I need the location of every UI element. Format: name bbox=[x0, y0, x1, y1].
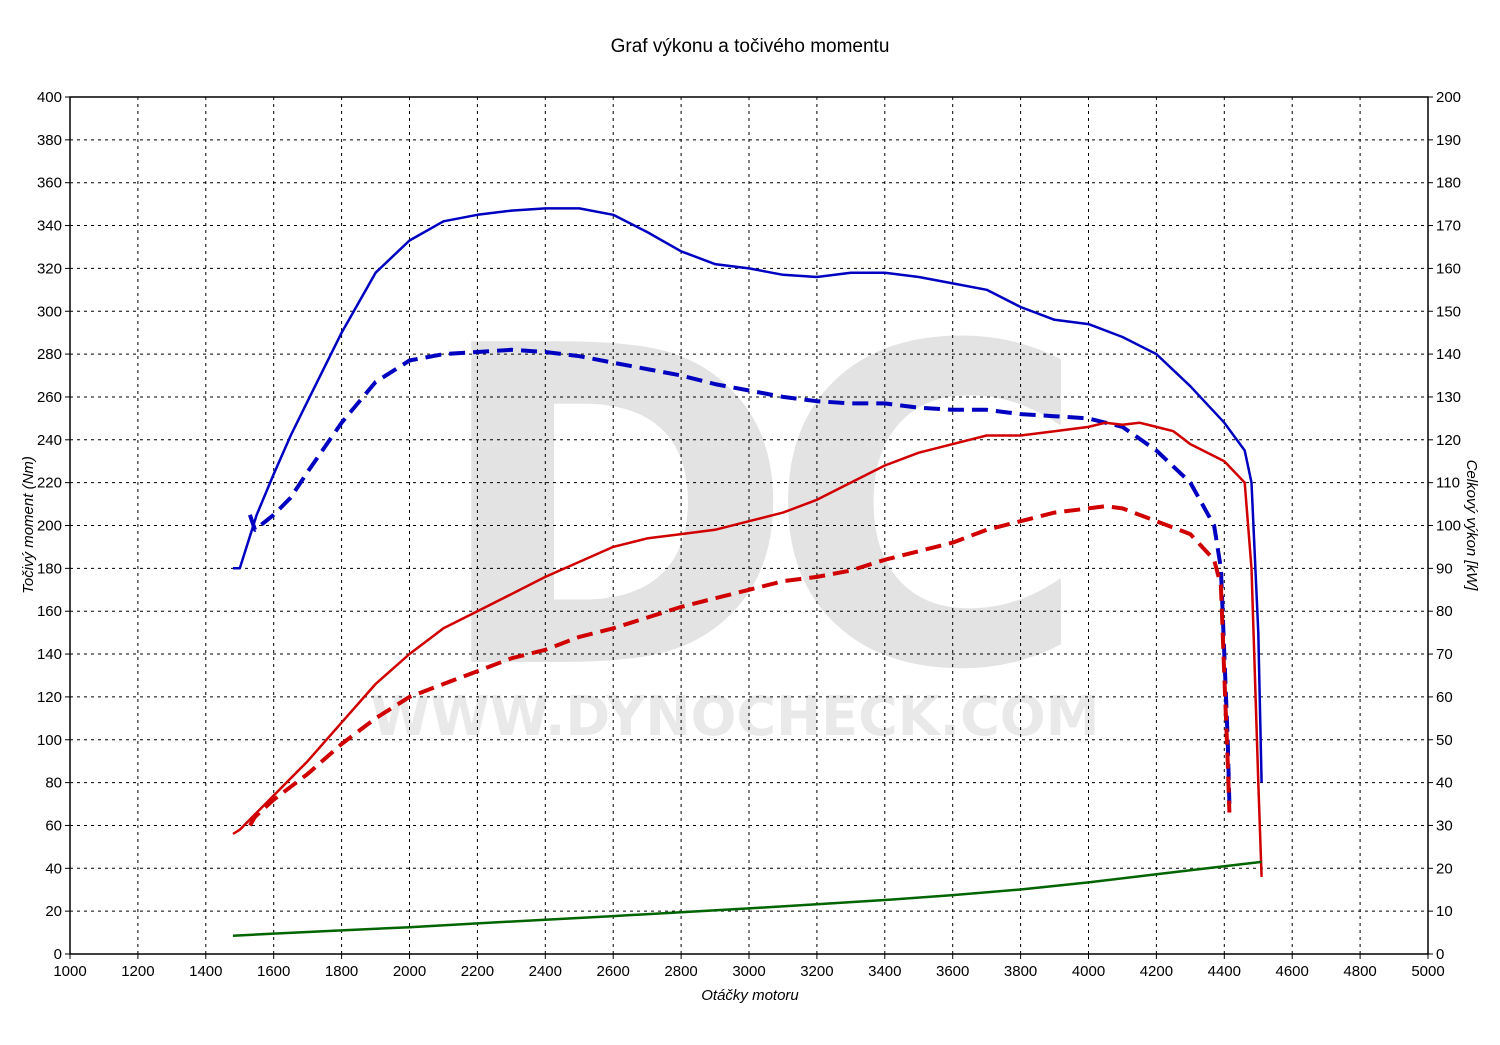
x-tick-label: 4600 bbox=[1276, 963, 1309, 980]
x-tick-label: 1800 bbox=[325, 963, 358, 980]
right-axis-ticks: 0 10 20 30 40 50 60 70 80 90 100 110 120 130 140 150 160… bbox=[1428, 89, 1461, 963]
left-tick-label: 280 bbox=[37, 346, 62, 363]
x-tick-label: 1600 bbox=[257, 963, 290, 980]
left-tick-label: 220 bbox=[37, 475, 62, 492]
left-tick-label: 360 bbox=[37, 175, 62, 192]
series-line-4 bbox=[248, 504, 1232, 827]
left-tick-label: 140 bbox=[37, 646, 62, 663]
x-tick-label: 2400 bbox=[529, 963, 562, 980]
watermark-logo: DC bbox=[431, 254, 1062, 766]
left-tick-label: 260 bbox=[37, 389, 62, 406]
left-tick-label: 40 bbox=[45, 860, 62, 877]
x-tick-label: 4400 bbox=[1208, 963, 1241, 980]
x-tick-label: 4000 bbox=[1072, 963, 1105, 980]
watermark-url: WWW.DYNOCHECK.COM bbox=[371, 685, 1100, 748]
left-tick-label: 340 bbox=[37, 218, 62, 235]
left-tick-label: 120 bbox=[37, 689, 62, 706]
right-tick-label: 190 bbox=[1436, 132, 1461, 149]
x-tick-label: 3600 bbox=[936, 963, 969, 980]
right-tick-label: 150 bbox=[1436, 303, 1461, 320]
right-tick-label: 160 bbox=[1436, 260, 1461, 277]
left-axis-ticks: 0 20 40 60 80 100 120 140 160 180 200 220 240 260 280 3… bbox=[37, 89, 70, 963]
left-tick-label: 20 bbox=[45, 903, 62, 920]
x-tick-label: 1000 bbox=[53, 963, 86, 980]
left-tick-label: 240 bbox=[37, 432, 62, 449]
x-tick-label: 3200 bbox=[800, 963, 833, 980]
right-tick-label: 30 bbox=[1436, 817, 1453, 834]
left-tick-label: 60 bbox=[45, 817, 62, 834]
right-tick-label: 60 bbox=[1436, 689, 1453, 706]
right-tick-label: 200 bbox=[1436, 89, 1461, 106]
x-tick-label: 1200 bbox=[121, 963, 154, 980]
right-tick-label: 180 bbox=[1436, 175, 1461, 192]
right-tick-label: 40 bbox=[1436, 775, 1453, 792]
series-lines bbox=[232, 207, 1263, 938]
right-tick-label: 170 bbox=[1436, 218, 1461, 235]
right-tick-label: 50 bbox=[1436, 732, 1453, 749]
right-tick-label: 140 bbox=[1436, 346, 1461, 363]
x-tick-label: 2000 bbox=[393, 963, 426, 980]
left-tick-label: 100 bbox=[37, 732, 62, 749]
x-tick-label: 3000 bbox=[732, 963, 765, 980]
x-tick-label: 1400 bbox=[189, 963, 222, 980]
x-tick-label: 4800 bbox=[1343, 963, 1376, 980]
right-tick-label: 70 bbox=[1436, 646, 1453, 663]
x-axis-ticks: 1000 1200 1400 1600 1800 2000 2200 2400 2600 2800… bbox=[53, 954, 1445, 980]
x-axis-label: Otáčky motoru bbox=[701, 987, 799, 1004]
right-tick-label: 130 bbox=[1436, 389, 1461, 406]
left-tick-label: 0 bbox=[54, 946, 62, 963]
series-line-3 bbox=[232, 421, 1263, 877]
left-tick-label: 300 bbox=[37, 303, 62, 320]
right-tick-label: 0 bbox=[1436, 946, 1444, 963]
grid bbox=[70, 97, 1428, 954]
right-axis-label: Celkový výkon [kW] bbox=[1463, 460, 1480, 592]
right-tick-label: 110 bbox=[1436, 475, 1460, 492]
left-tick-label: 180 bbox=[37, 560, 62, 577]
right-tick-label: 120 bbox=[1436, 432, 1461, 449]
series-line-5 bbox=[232, 860, 1262, 938]
left-tick-label: 400 bbox=[37, 89, 62, 106]
x-tick-label: 2600 bbox=[597, 963, 630, 980]
left-tick-label: 160 bbox=[37, 603, 62, 620]
left-tick-label: 380 bbox=[37, 132, 62, 149]
right-tick-label: 10 bbox=[1436, 903, 1453, 920]
x-tick-label: 4200 bbox=[1140, 963, 1173, 980]
chart-title: Graf výkonu a točivého momentu bbox=[611, 36, 890, 57]
right-tick-label: 80 bbox=[1436, 603, 1453, 620]
x-tick-label: 3800 bbox=[1004, 963, 1037, 980]
x-tick-label: 5000 bbox=[1411, 963, 1444, 980]
left-tick-label: 200 bbox=[37, 518, 62, 535]
left-axis-label: Točivý moment (Nm) bbox=[20, 456, 37, 594]
left-tick-label: 80 bbox=[45, 775, 62, 792]
series-line-1 bbox=[233, 207, 1263, 783]
right-tick-label: 20 bbox=[1436, 860, 1453, 877]
left-tick-label: 320 bbox=[37, 260, 62, 277]
x-tick-label: 2800 bbox=[664, 963, 697, 980]
x-tick-label: 3400 bbox=[868, 963, 901, 980]
x-tick-label: 2200 bbox=[461, 963, 494, 980]
series-line-2 bbox=[248, 347, 1232, 805]
right-tick-label: 100 bbox=[1436, 518, 1461, 535]
right-tick-label: 90 bbox=[1436, 560, 1453, 577]
